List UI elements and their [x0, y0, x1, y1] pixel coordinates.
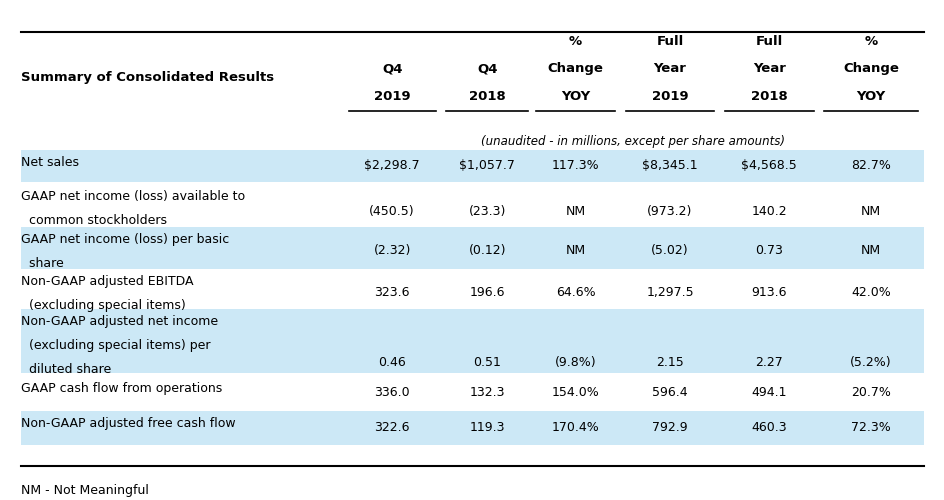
- Text: Non-GAAP adjusted EBITDA: Non-GAAP adjusted EBITDA: [21, 275, 194, 288]
- Bar: [21, 150, 923, 182]
- Text: 2018: 2018: [750, 90, 786, 102]
- Text: 2.27: 2.27: [754, 356, 783, 370]
- Text: (excluding special items) per: (excluding special items) per: [21, 339, 211, 352]
- Text: Year: Year: [653, 62, 685, 76]
- Text: NM: NM: [565, 206, 585, 218]
- Text: 494.1: 494.1: [750, 386, 786, 400]
- Text: diluted share: diluted share: [21, 363, 111, 376]
- Text: (unaudited - in millions, except per share amounts): (unaudited - in millions, except per sha…: [480, 134, 784, 147]
- Text: 154.0%: 154.0%: [551, 386, 598, 400]
- Text: 117.3%: 117.3%: [551, 159, 598, 172]
- Bar: [21, 309, 923, 373]
- Text: 196.6: 196.6: [469, 286, 504, 299]
- Text: NM: NM: [860, 244, 880, 257]
- Text: (excluding special items): (excluding special items): [21, 299, 185, 312]
- Text: Year: Year: [752, 62, 784, 76]
- Text: 913.6: 913.6: [750, 286, 786, 299]
- Text: Change: Change: [842, 62, 898, 76]
- Text: $8,345.1: $8,345.1: [642, 159, 697, 172]
- Bar: [21, 412, 923, 444]
- Bar: [21, 227, 923, 269]
- Text: 20.7%: 20.7%: [850, 386, 890, 400]
- Text: (973.2): (973.2): [647, 206, 692, 218]
- Text: (5.02): (5.02): [650, 244, 688, 257]
- Text: NM: NM: [565, 244, 585, 257]
- Text: 322.6: 322.6: [374, 422, 410, 434]
- Text: 0.73: 0.73: [754, 244, 783, 257]
- Text: (2.32): (2.32): [373, 244, 411, 257]
- Text: (9.8%): (9.8%): [554, 356, 596, 370]
- Text: GAAP cash flow from operations: GAAP cash flow from operations: [21, 382, 222, 396]
- Text: 72.3%: 72.3%: [850, 422, 890, 434]
- Text: Non-GAAP adjusted free cash flow: Non-GAAP adjusted free cash flow: [21, 418, 235, 430]
- Text: 170.4%: 170.4%: [551, 422, 598, 434]
- Text: NM - Not Meaningful: NM - Not Meaningful: [21, 484, 148, 496]
- Text: 82.7%: 82.7%: [850, 159, 890, 172]
- Text: 0.51: 0.51: [473, 356, 500, 370]
- Text: 119.3: 119.3: [469, 422, 504, 434]
- Text: YOY: YOY: [561, 90, 589, 102]
- Text: (23.3): (23.3): [468, 206, 505, 218]
- Text: 42.0%: 42.0%: [850, 286, 890, 299]
- Text: (0.12): (0.12): [468, 244, 505, 257]
- Text: %: %: [568, 35, 582, 48]
- Text: GAAP net income (loss) available to: GAAP net income (loss) available to: [21, 190, 244, 203]
- Text: %: %: [864, 35, 876, 48]
- Text: 2.15: 2.15: [655, 356, 683, 370]
- Text: 0.46: 0.46: [378, 356, 406, 370]
- Text: Q4: Q4: [381, 62, 402, 76]
- Text: (5.2%): (5.2%): [849, 356, 891, 370]
- Text: 596.4: 596.4: [651, 386, 687, 400]
- Text: 2019: 2019: [651, 90, 687, 102]
- Text: YOY: YOY: [855, 90, 885, 102]
- Text: Summary of Consolidated Results: Summary of Consolidated Results: [21, 71, 274, 84]
- Text: Change: Change: [547, 62, 603, 76]
- Text: 792.9: 792.9: [651, 422, 687, 434]
- Text: 2018: 2018: [468, 90, 505, 102]
- Text: Full: Full: [656, 35, 683, 48]
- Text: 336.0: 336.0: [374, 386, 410, 400]
- Text: Net sales: Net sales: [21, 156, 78, 168]
- Text: 132.3: 132.3: [469, 386, 504, 400]
- Text: $4,568.5: $4,568.5: [741, 159, 796, 172]
- Text: Q4: Q4: [477, 62, 497, 76]
- Text: 323.6: 323.6: [374, 286, 410, 299]
- Text: 1,297.5: 1,297.5: [646, 286, 693, 299]
- Text: NM: NM: [860, 206, 880, 218]
- Text: 140.2: 140.2: [750, 206, 786, 218]
- Text: common stockholders: common stockholders: [21, 214, 166, 228]
- Text: 460.3: 460.3: [750, 422, 786, 434]
- Text: Non-GAAP adjusted net income: Non-GAAP adjusted net income: [21, 315, 218, 328]
- Text: 2019: 2019: [374, 90, 410, 102]
- Text: Full: Full: [755, 35, 782, 48]
- Text: share: share: [21, 257, 63, 270]
- Text: 64.6%: 64.6%: [555, 286, 595, 299]
- Text: $2,298.7: $2,298.7: [364, 159, 419, 172]
- Text: GAAP net income (loss) per basic: GAAP net income (loss) per basic: [21, 233, 228, 246]
- Text: (450.5): (450.5): [369, 206, 414, 218]
- Text: $1,057.7: $1,057.7: [459, 159, 514, 172]
